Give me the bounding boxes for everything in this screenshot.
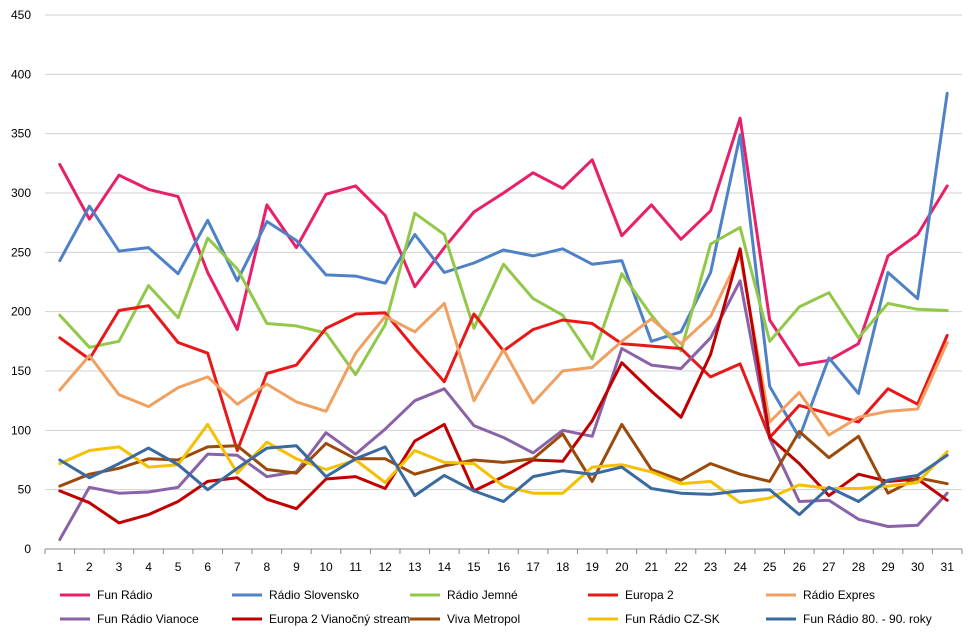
x-tick-label: 2 [86,560,93,574]
x-tick-label: 9 [293,560,300,574]
legend-item: Viva Metropol [410,612,520,626]
y-tick-label: 0 [24,542,31,556]
x-tick-label: 24 [733,560,747,574]
legend-item: Fun Rádio [60,588,153,602]
legend-label: Fun Rádio [97,588,153,602]
legend-label: Rádio Slovensko [269,588,359,602]
x-tick-label: 11 [349,560,362,574]
series-line-3 [58,211,949,377]
x-tick-label: 15 [467,560,481,574]
x-axis: 1 2 3 4 5 6 7 8 9 10 11 12 13 14 15 16 17 18 19 20 21 22 23 24 2… [44,548,963,574]
x-tick-label: 29 [881,560,895,574]
y-tick-label: 300 [11,186,31,200]
x-tick-label: 4 [145,560,152,574]
x-tick-label: 18 [556,560,570,574]
x-tick-label: 27 [822,560,836,574]
x-tick-label: 1 [56,560,63,574]
legend: Fun Rádio Rádio Slovensko Rádio Jemné Europ… [60,588,932,626]
x-tick-label: 10 [319,560,333,574]
x-tick-label: 26 [793,560,807,574]
x-tick-label: 8 [264,560,271,574]
legend-item: Fun Rádio CZ-SK [588,612,720,626]
legend-label: Fun Rádio Vianoce [97,612,199,626]
x-tick-label: 31 [941,560,955,574]
series-line-6 [58,279,949,541]
x-tick-label: 23 [704,560,718,574]
x-tick-label: 13 [408,560,422,574]
y-tick-label: 450 [11,8,31,22]
x-tick-label: 5 [175,560,182,574]
x-tick-label: 17 [526,560,540,574]
legend-item: Europa 2 Vianočný stream [232,612,410,626]
x-tick-label: 22 [674,560,688,574]
y-tick-label: 350 [11,127,31,141]
legend-label: Viva Metropol [447,612,520,626]
x-tick-label: 20 [615,560,629,574]
series-line-10 [58,444,949,517]
series-line-8 [58,422,949,495]
x-tick-label: 12 [378,560,392,574]
y-tick-label: 200 [11,305,31,319]
legend-item: Rádio Slovensko [232,588,359,602]
y-tick-label: 150 [11,364,31,378]
series-line-2 [58,91,949,439]
y-axis: 0 50 100 150 200 250 300 350 400 450 [11,8,31,556]
y-tick-label: 250 [11,245,31,259]
y-tick-label: 400 [11,67,31,81]
x-tick-label: 3 [116,560,123,574]
x-tick-label: 25 [763,560,777,574]
y-tick-label: 50 [18,483,32,497]
x-tick-label: 21 [645,560,659,574]
legend-item: Europa 2 [588,588,674,602]
x-tick-label: 19 [586,560,600,574]
y-tick-label: 100 [11,423,31,437]
x-tick-label: 14 [438,560,452,574]
x-tick-label: 7 [234,560,241,574]
series-line-1 [58,116,949,367]
legend-label: Europa 2 Vianočný stream [269,612,410,626]
legend-label: Rádio Expres [803,588,875,602]
legend-label: Fun Rádio 80. - 90. roky [803,612,932,626]
series-line-4 [58,304,949,452]
legend-item: Rádio Jemné [410,588,518,602]
series-line-7 [58,247,949,525]
legend-label: Europa 2 [625,588,674,602]
series-line-9 [58,422,949,505]
legend-label: Rádio Jemné [447,588,518,602]
x-tick-label: 28 [852,560,866,574]
series-lines [58,91,949,541]
series-line-5 [58,253,949,437]
legend-item: Fun Rádio 80. - 90. roky [766,612,932,626]
legend-item: Fun Rádio Vianoce [60,612,199,626]
x-tick-label: 16 [497,560,511,574]
x-tick-label: 6 [204,560,211,574]
x-tick-label: 30 [911,560,925,574]
legend-label: Fun Rádio CZ-SK [625,612,720,626]
legend-item: Rádio Expres [766,588,875,602]
